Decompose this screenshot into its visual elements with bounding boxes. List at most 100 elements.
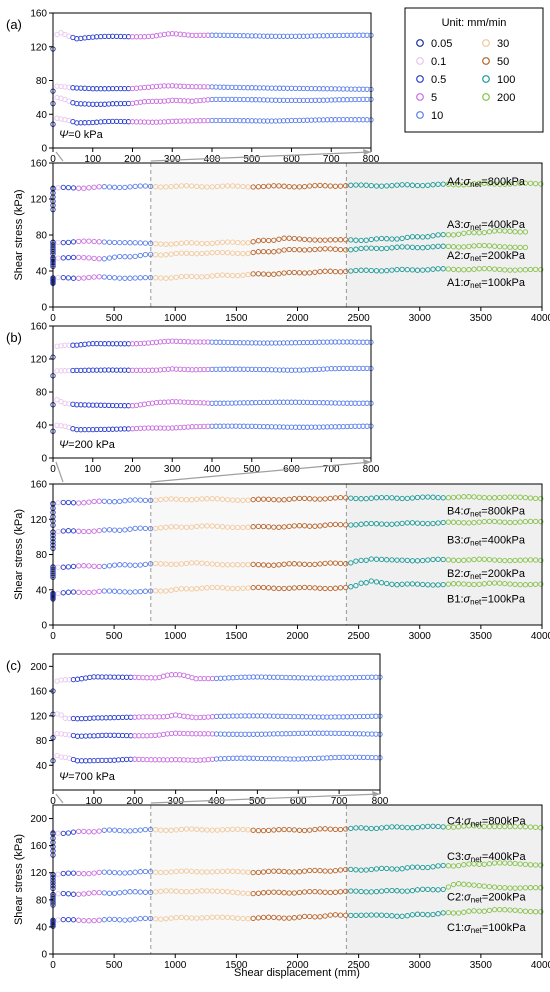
data-point — [230, 889, 236, 895]
data-point — [86, 890, 92, 896]
panel-c-inset: 01002003004005006007008004080120160200(c… — [6, 653, 389, 807]
data-point — [65, 184, 72, 191]
data-point — [301, 247, 308, 253]
curve-label-prefix: B2: — [447, 568, 464, 580]
data-point — [317, 268, 323, 275]
data-point — [214, 523, 220, 529]
data-point — [384, 267, 390, 274]
data-point — [235, 497, 241, 503]
data-point — [497, 580, 503, 586]
data-point — [168, 827, 174, 833]
data-point — [168, 496, 174, 502]
data-point — [86, 499, 92, 505]
data-point — [461, 230, 467, 236]
data-point — [70, 275, 77, 281]
y-tick-label: 80 — [36, 550, 48, 561]
data-point — [296, 367, 303, 373]
data-point — [265, 827, 272, 834]
data-point — [332, 246, 339, 252]
data-point — [261, 33, 267, 39]
data-point — [327, 183, 333, 189]
data-point — [399, 824, 405, 830]
data-point — [122, 254, 128, 260]
data-point — [491, 860, 498, 866]
data-point — [471, 243, 477, 249]
data-point — [122, 239, 128, 246]
data-point — [507, 860, 513, 866]
x-tick-label: 500 — [106, 960, 123, 971]
y-tick-label: 120 — [30, 42, 47, 53]
data-point — [343, 247, 349, 253]
data-point — [90, 367, 96, 373]
data-point — [70, 563, 77, 570]
curve-label-A4: A4:σnet=800kPa — [447, 176, 526, 189]
data-point — [55, 891, 61, 897]
data-point — [502, 860, 508, 866]
data-point — [271, 585, 277, 591]
y-tick-label: 40 — [36, 110, 48, 121]
x-tick-label: 1500 — [225, 313, 248, 324]
data-point — [245, 497, 251, 503]
data-point — [409, 558, 416, 564]
data-point — [507, 907, 513, 913]
data-point — [399, 495, 405, 502]
data-point — [445, 581, 452, 587]
data-point — [183, 889, 190, 895]
series-A2-net-200kPa — [50, 242, 529, 270]
data-point — [450, 910, 457, 916]
data-point — [497, 494, 503, 501]
data-point — [512, 557, 518, 564]
zoom-connector-line — [150, 151, 372, 162]
data-point — [476, 180, 482, 187]
data-point — [414, 824, 421, 831]
data-point — [455, 267, 462, 273]
data-point — [394, 557, 400, 563]
data-point — [271, 827, 277, 833]
data-point — [307, 827, 313, 833]
data-point — [163, 916, 169, 922]
psi-annotation: Ψ=200 kPa — [59, 439, 116, 451]
data-point — [142, 251, 149, 258]
data-point — [178, 496, 185, 503]
data-point — [378, 912, 385, 918]
data-point — [224, 826, 231, 833]
data-point — [337, 494, 344, 501]
data-point — [276, 33, 283, 39]
data-point — [117, 870, 123, 876]
data-point — [440, 886, 446, 893]
data-point — [466, 266, 472, 273]
data-point — [230, 562, 236, 568]
data-point — [96, 563, 102, 570]
data-point — [127, 184, 133, 190]
curve-label-value: =400kPa — [482, 851, 527, 863]
data-point — [491, 884, 498, 890]
data-point — [245, 240, 251, 246]
data-point — [420, 557, 426, 564]
data-point — [76, 275, 82, 281]
data-point — [60, 499, 66, 506]
data-point — [486, 180, 493, 187]
data-point — [133, 34, 140, 40]
data-point — [466, 181, 472, 188]
legend-marker — [416, 57, 424, 65]
data-point — [399, 520, 405, 527]
data-point — [271, 562, 277, 568]
data-point — [153, 425, 160, 431]
data-point — [158, 588, 164, 594]
data-point — [158, 496, 164, 503]
sigma-subscript: net — [470, 509, 482, 518]
series--net-200kPa — [50, 730, 383, 741]
data-point — [230, 524, 236, 531]
data-point — [348, 237, 354, 243]
data-point — [81, 275, 87, 281]
data-point — [127, 240, 133, 246]
data-point — [204, 914, 210, 921]
data-point — [507, 557, 513, 564]
data-point — [199, 523, 205, 529]
panel-b-main: 0500100015002000250030003500400004080120… — [13, 480, 550, 643]
data-point — [358, 245, 364, 252]
data-point — [117, 341, 124, 347]
data-point — [197, 339, 203, 345]
data-point — [276, 889, 282, 895]
data-point — [178, 250, 185, 256]
